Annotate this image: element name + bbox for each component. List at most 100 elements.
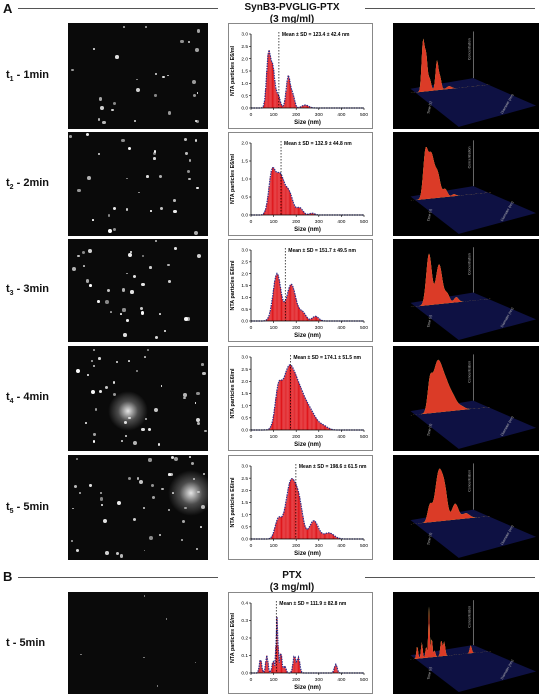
particle-spot bbox=[135, 369, 139, 372]
histogram-bar bbox=[306, 105, 309, 108]
surface-layer bbox=[410, 606, 491, 660]
particle-spot bbox=[93, 364, 96, 367]
microscopy-image bbox=[68, 346, 208, 451]
size-distribution-curve bbox=[251, 364, 364, 431]
x-axis-label: Size (nm) bbox=[294, 685, 321, 691]
x-tick-label: 400 bbox=[337, 325, 345, 331]
histogram-bar bbox=[276, 389, 278, 430]
histogram-bar bbox=[319, 422, 321, 430]
particle-spot bbox=[156, 685, 159, 687]
histogram-bar bbox=[295, 105, 297, 108]
histogram-bar bbox=[282, 666, 284, 673]
histogram-bar bbox=[260, 661, 262, 673]
histogram-bar bbox=[305, 528, 307, 539]
histogram-bar bbox=[321, 424, 323, 430]
particle-spot bbox=[99, 496, 104, 501]
particle-spot bbox=[162, 75, 165, 79]
particle-spot bbox=[196, 29, 200, 33]
histogram-bar bbox=[262, 213, 264, 215]
row-label: t3 - 3min bbox=[6, 283, 50, 298]
scatter-glow bbox=[108, 391, 148, 431]
y-tick-label: 1.5 bbox=[241, 500, 248, 506]
panel-b-title-line2: (3 mg/ml) bbox=[269, 582, 315, 593]
particle-spot bbox=[159, 313, 161, 315]
particle-spot bbox=[151, 484, 155, 488]
histogram-bar bbox=[282, 298, 284, 321]
histogram-bar bbox=[266, 203, 268, 215]
histogram-bar bbox=[267, 195, 269, 215]
x-tick-label: 500 bbox=[360, 677, 368, 683]
histogram-bar bbox=[287, 488, 289, 539]
histogram-bar bbox=[295, 661, 297, 673]
time-axis-label: Time (s) bbox=[427, 423, 433, 436]
histogram-bar bbox=[294, 294, 296, 321]
histogram-bar bbox=[293, 290, 295, 321]
mean-sd-annotation: Mean ± SD = 123.4 ± 42.4 nm bbox=[282, 32, 350, 38]
histogram-bar bbox=[273, 415, 275, 430]
row-label: t - 5min bbox=[6, 637, 46, 649]
particle-spot bbox=[87, 175, 92, 180]
particle-spot bbox=[111, 108, 114, 111]
microscopy-image bbox=[68, 239, 208, 342]
particle-spot bbox=[143, 549, 146, 552]
particle-spot bbox=[200, 526, 202, 528]
particle-spot bbox=[172, 198, 176, 202]
y-tick-label: 0.5 bbox=[241, 415, 248, 421]
histogram-bar bbox=[274, 169, 276, 215]
particle-spot bbox=[143, 355, 146, 358]
histogram-bar bbox=[270, 170, 272, 215]
histogram-bar bbox=[296, 378, 298, 430]
histogram-bar bbox=[288, 78, 290, 108]
histogram-bar bbox=[323, 533, 325, 539]
surface-floor bbox=[410, 645, 537, 692]
y-tick-label: 1.0 bbox=[241, 81, 248, 87]
particle-spot bbox=[194, 139, 197, 142]
x-tick-label: 100 bbox=[270, 112, 278, 118]
particle-spot bbox=[112, 101, 116, 105]
histogram-bar bbox=[261, 669, 263, 673]
particle-spot bbox=[104, 551, 109, 555]
histogram-bar bbox=[284, 99, 286, 108]
histogram-bar bbox=[337, 537, 339, 539]
particle-spot bbox=[115, 360, 119, 364]
x-axis-label: Size (nm) bbox=[294, 442, 321, 448]
y-axis-label: NTA particles E6/ml bbox=[230, 260, 236, 311]
y-tick-label: 2.0 bbox=[241, 488, 248, 494]
histogram-bar bbox=[303, 522, 305, 539]
histogram-bar bbox=[326, 533, 328, 539]
x-axis-label: Size (nm) bbox=[294, 333, 321, 339]
histogram-bar bbox=[311, 522, 313, 539]
particle-spot bbox=[77, 188, 81, 193]
histogram-bar bbox=[291, 197, 293, 215]
particle-spot bbox=[120, 313, 122, 315]
panel-letter-a: A bbox=[3, 1, 13, 16]
ptx-row: t - 5min 0 100 200 300 400 500 0.0 0.1 0.2 0.3 0.4… bbox=[0, 592, 546, 694]
particle-spot bbox=[97, 300, 101, 304]
x-tick-label: 200 bbox=[292, 543, 300, 549]
histogram-bar bbox=[288, 190, 290, 215]
x-tick-label: 500 bbox=[360, 434, 368, 440]
y-tick-label: 2.0 bbox=[241, 271, 248, 277]
size-histogram: 0 100 200 300 400 500 0.0 0.5 1.0 1.5 2.0 2.5 3.0 Siz… bbox=[228, 239, 373, 342]
histogram-bar bbox=[281, 516, 283, 539]
histogram-bar bbox=[299, 207, 301, 215]
y-tick-label: 0.1 bbox=[241, 653, 248, 659]
histogram-bar bbox=[296, 303, 298, 321]
particle-spot bbox=[112, 392, 117, 396]
size-histogram: 0 100 200 300 400 500 0.0 0.5 1.0 1.5 2.0 2.5 3.0 Siz… bbox=[228, 346, 373, 451]
histogram-bar bbox=[285, 501, 287, 539]
particle-spot bbox=[170, 473, 174, 477]
particle-spot bbox=[194, 119, 197, 122]
histogram-bar bbox=[265, 208, 267, 215]
histogram-bar bbox=[284, 375, 286, 430]
histogram-bar bbox=[304, 105, 306, 108]
histogram-bar bbox=[274, 665, 276, 673]
particle-spot bbox=[148, 266, 152, 269]
histogram-bar bbox=[291, 365, 293, 430]
particle-spot bbox=[167, 111, 172, 115]
particle-spot bbox=[98, 357, 101, 361]
histogram-bar bbox=[310, 318, 312, 321]
x-tick-label: 100 bbox=[270, 677, 278, 683]
particle-spot bbox=[188, 177, 191, 180]
